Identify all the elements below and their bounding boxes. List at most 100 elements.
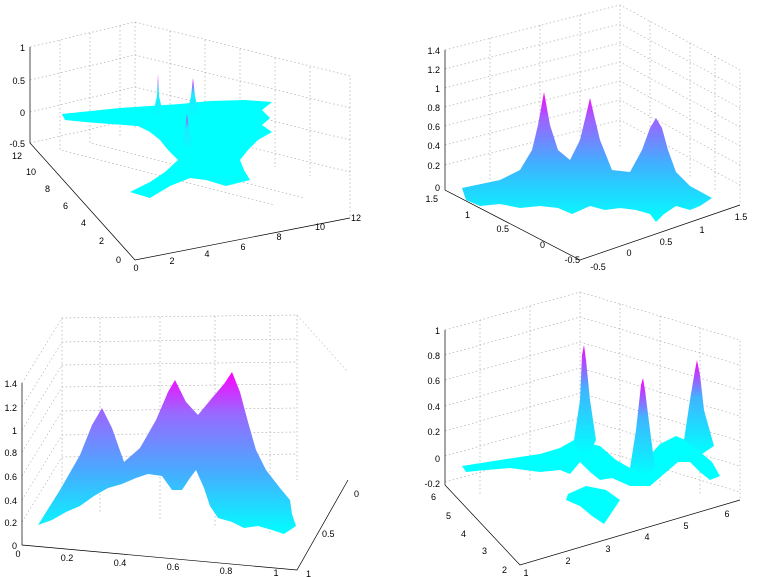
x-tick-label: 8 (276, 232, 281, 242)
panel-bottom-right: 1 0.8 0.6 0.4 0.2 0 -0.2 6 5 4 3 2 1 2 3… (424, 291, 741, 577)
z-tick-label: 0.6 (427, 122, 440, 132)
y-tick-label: 1 (306, 569, 311, 577)
x-tick-label: 0.6 (167, 562, 180, 572)
x-tick-labels: 0 0.2 0.4 0.6 0.8 1 (15, 549, 278, 577)
x-tick-label: 0.5 (660, 237, 673, 247)
z-tick-label: 1 (20, 43, 25, 53)
surface-sheet (62, 100, 272, 198)
z-tick-label: 1 (435, 326, 440, 336)
peak (180, 114, 194, 150)
z-tick-label: 0 (12, 541, 17, 551)
z-tick-label: 0.2 (4, 518, 17, 528)
axes-box (444, 291, 741, 566)
x-tick-labels: -0.5 0 0.5 1 1.5 (590, 212, 747, 272)
y-tick-label: 12 (12, 151, 22, 161)
x-tick-label: 3 (605, 544, 610, 554)
y-tick-label: 0 (540, 240, 545, 250)
y-tick-label: 8 (45, 184, 50, 194)
surface-sheet (462, 436, 720, 486)
x-tick-label: 10 (315, 222, 325, 232)
y-tick-label: 10 (26, 167, 36, 177)
x-tick-label: 6 (240, 242, 245, 252)
x-tick-label: 1 (273, 568, 278, 577)
z-tick-label: 0.4 (427, 402, 440, 412)
z-tick-label: 0.8 (427, 351, 440, 361)
y-tick-label: 1.5 (425, 194, 438, 204)
panel-top-left: 1 0.5 0 -0.5 0 2 4 6 8 10 12 0 2 4 6 8 1… (9, 21, 361, 273)
surface (62, 74, 272, 198)
y-tick-labels: 6 5 4 3 2 (431, 492, 507, 575)
y-tick-label: 5 (446, 511, 451, 521)
axes-box (444, 4, 741, 261)
peak (186, 78, 200, 118)
z-tick-label: 1 (12, 426, 17, 436)
x-tick-label: 2 (565, 556, 570, 566)
z-tick-label: 0.6 (427, 376, 440, 386)
z-tick-label: 1.4 (4, 379, 17, 389)
z-tick-label: -0.2 (424, 479, 440, 489)
panel-top-right: 1.4 1.2 1 0.8 0.6 0.4 0.2 0 1.5 1 0.5 0 … (425, 4, 747, 272)
y-tick-label: 0.5 (496, 224, 509, 234)
y-tick-label: 4 (81, 218, 86, 228)
surface (462, 345, 720, 524)
surface-sheet (38, 372, 296, 534)
surface (462, 92, 712, 222)
x-tick-label: 0 (133, 263, 138, 273)
surface-sheet (566, 486, 620, 524)
z-tick-label: 0.4 (4, 496, 17, 506)
y-tick-label: 6 (63, 201, 68, 211)
y-tick-label: 2 (99, 236, 104, 246)
y-tick-label: 0 (116, 255, 121, 265)
y-tick-labels: 0 2 4 6 8 10 12 (12, 151, 121, 265)
x-tick-label: 0 (15, 549, 20, 559)
z-tick-labels: 1 0.5 0 -0.5 (9, 43, 25, 149)
x-tick-label: 1 (699, 225, 704, 235)
y-tick-label: 3 (482, 546, 487, 556)
z-tick-label: 0.8 (4, 448, 17, 458)
z-tick-labels: 1.4 1.2 1 0.8 0.6 0.4 0.2 0 (4, 379, 17, 551)
x-tick-label: 0.2 (61, 553, 74, 563)
z-tick-label: 0.2 (427, 427, 440, 437)
z-tick-label: 1.2 (427, 65, 440, 75)
z-tick-label: 1 (435, 84, 440, 94)
x-tick-label: 12 (351, 213, 361, 223)
x-tick-label: 0.4 (114, 558, 127, 568)
z-tick-label: 0.4 (427, 141, 440, 151)
x-tick-label: 6 (724, 509, 729, 519)
x-tick-label: 1.5 (735, 212, 748, 222)
y-tick-label: 2 (502, 565, 507, 575)
y-tick-label: 1 (465, 210, 470, 220)
x-tick-label: 0.8 (220, 566, 233, 576)
z-tick-labels: 1 0.8 0.6 0.4 0.2 0 -0.2 (424, 326, 440, 489)
z-tick-label: 0.2 (427, 161, 440, 171)
z-tick-label: 0 (435, 454, 440, 464)
x-tick-label: 0 (626, 248, 631, 258)
x-tick-label: 4 (204, 249, 209, 259)
z-tick-label: 1.2 (4, 403, 17, 413)
x-tick-labels: 0 2 4 6 8 10 12 (133, 213, 361, 273)
peak (152, 74, 164, 118)
y-tick-label: 6 (431, 492, 436, 502)
surface-sheet (462, 92, 712, 222)
peak (574, 345, 596, 454)
y-tick-label: 4 (461, 529, 466, 539)
z-tick-label: -0.5 (9, 139, 25, 149)
surface (38, 372, 296, 534)
z-tick-label: 0.5 (12, 76, 25, 86)
y-tick-labels: 1.5 1 0.5 0 -0.5 (425, 194, 580, 265)
z-tick-label: 0 (20, 108, 25, 118)
x-tick-labels: 1 2 3 4 5 6 (523, 509, 729, 577)
y-tick-label: 0.5 (322, 529, 335, 539)
z-tick-label: 0 (435, 183, 440, 193)
x-tick-label: 2 (169, 256, 174, 266)
z-tick-label: 0.8 (427, 103, 440, 113)
y-tick-labels: 1 0.5 0 (306, 489, 359, 577)
x-tick-label: -0.5 (590, 262, 606, 272)
peak (630, 378, 655, 476)
z-tick-label: 1.4 (427, 46, 440, 56)
y-tick-label: -0.5 (564, 255, 580, 265)
z-tick-labels: 1.4 1.2 1 0.8 0.6 0.4 0.2 0 (427, 46, 440, 193)
x-tick-label: 5 (683, 521, 688, 531)
z-tick-label: 0.6 (4, 472, 17, 482)
